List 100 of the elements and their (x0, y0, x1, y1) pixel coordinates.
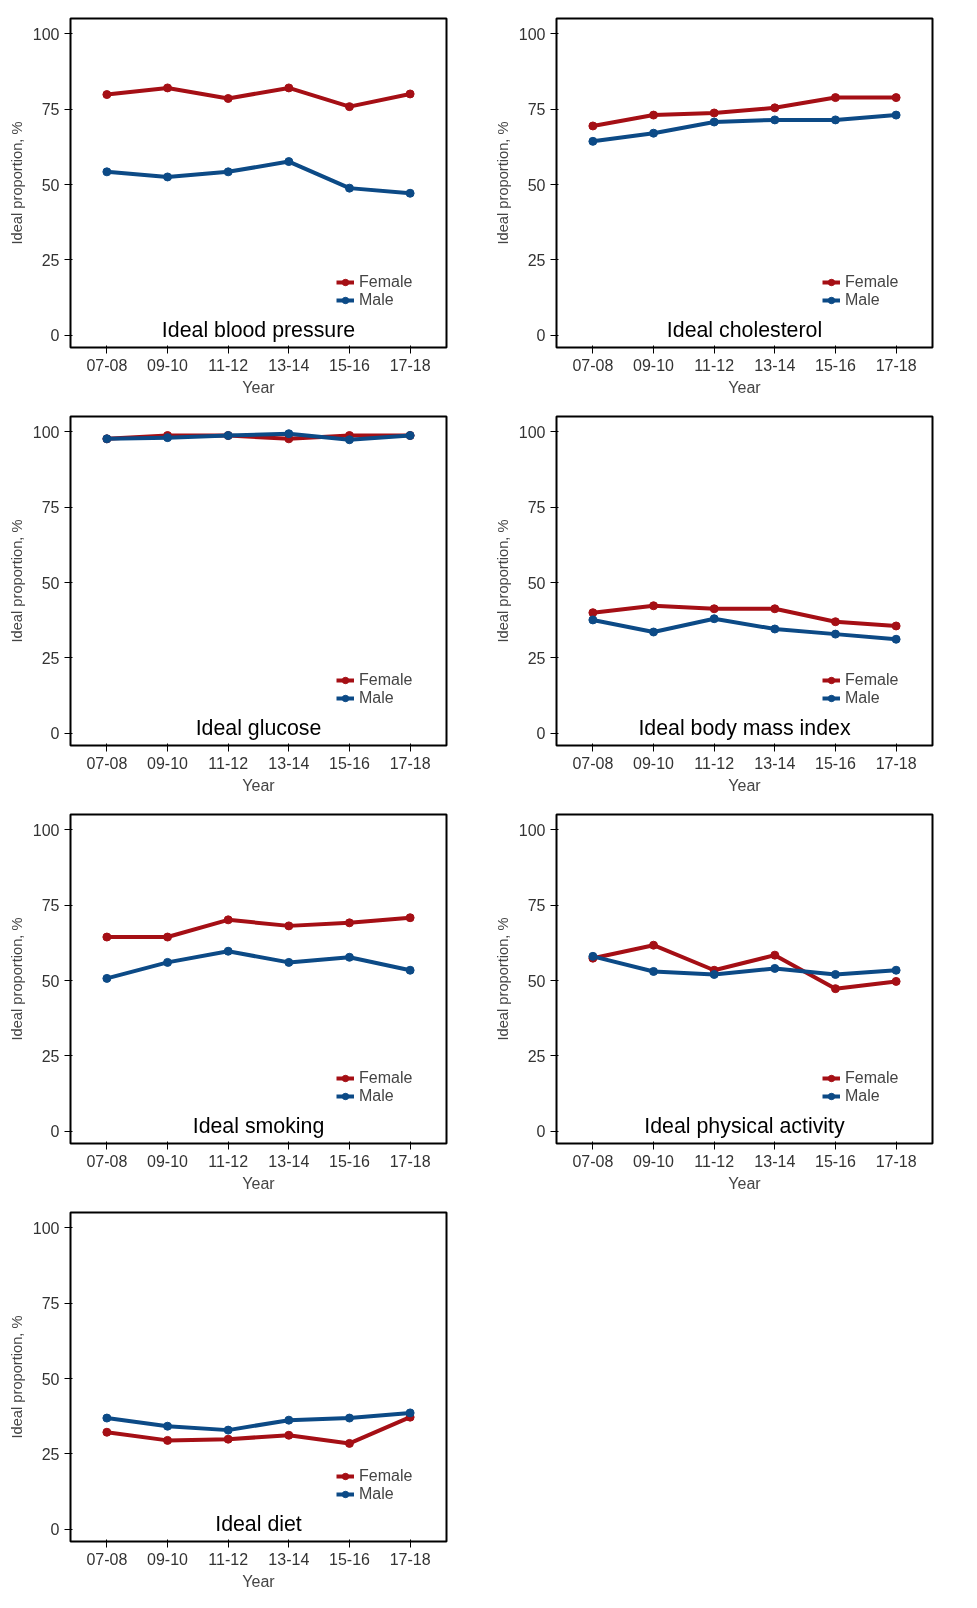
x-tick-label: 11-12 (208, 1550, 249, 1568)
y-tick-label: 100 (32, 423, 60, 441)
x-tick-label: 15-16 (329, 1152, 371, 1170)
y-tick-label: 100 (32, 1219, 60, 1237)
x-tick-label: 09-10 (147, 356, 189, 374)
y-tick-label: 100 (32, 25, 60, 43)
y-tick-label: 0 (50, 1123, 60, 1141)
x-tick-label: 11-12 (694, 356, 735, 374)
x-tick-label: 07-08 (86, 356, 128, 374)
legend-label: Female (359, 1069, 413, 1087)
x-tick-label: 07-08 (86, 1550, 128, 1568)
x-tick-label: 15-16 (815, 356, 857, 374)
y-tick-label: 25 (41, 1047, 60, 1065)
text: Ideal glucose (195, 715, 322, 740)
y-tick-label: 75 (41, 897, 60, 915)
x-tick-label: 11-12 (208, 754, 249, 772)
x-tick-label: 17-18 (875, 754, 917, 772)
x-tick-label: 07-08 (86, 754, 128, 772)
y-tick-label: 75 (41, 1295, 60, 1313)
text: Ideal diet (215, 1511, 302, 1536)
x-tick-label: 17-18 (875, 1152, 917, 1170)
text: Ideal blood pressure (161, 317, 356, 342)
y-axis-title: Ideal proportion, % (494, 917, 511, 1041)
text: Ideal cholesterol (666, 317, 823, 342)
y-axis-title: Ideal proportion, % (8, 1315, 25, 1439)
y-tick-label: 100 (518, 423, 546, 441)
x-tick-label: 07-08 (572, 1152, 614, 1170)
x-tick-label: 17-18 (875, 356, 917, 374)
x-tick-label: 13-14 (268, 754, 310, 772)
legend-label: Female (845, 273, 899, 291)
x-axis-title: Year (728, 1174, 762, 1192)
x-tick-label: 11-12 (694, 1152, 735, 1170)
x-tick-label: 11-12 (208, 1152, 249, 1170)
y-tick-label: 25 (41, 649, 60, 667)
x-tick-label: 17-18 (389, 1550, 431, 1568)
legend-label: Female (359, 273, 413, 291)
x-tick-label: 07-08 (86, 1152, 128, 1170)
x-tick-label: 15-16 (329, 356, 371, 374)
y-tick-label: 50 (41, 574, 60, 592)
x-tick-label: 09-10 (633, 754, 675, 772)
x-tick-label: 09-10 (633, 356, 675, 374)
x-tick-label: 09-10 (633, 1152, 675, 1170)
legend-label: Male (845, 689, 880, 707)
y-tick-label: 25 (41, 1445, 60, 1463)
x-tick-label: 13-14 (268, 1550, 310, 1568)
y-tick-label: 25 (527, 251, 546, 269)
x-tick-label: 15-16 (815, 1152, 857, 1170)
y-tick-label: 75 (527, 499, 546, 517)
x-axis-title: Year (242, 378, 276, 396)
y-tick-label: 100 (518, 25, 546, 43)
y-tick-label: 100 (518, 821, 546, 839)
x-tick-label: 17-18 (389, 754, 431, 772)
legend-label: Male (359, 689, 394, 707)
y-tick-label: 50 (527, 972, 546, 990)
text: Ideal body mass index (638, 715, 851, 740)
y-tick-label: 0 (536, 1123, 546, 1141)
legend-label: Male (359, 291, 394, 309)
y-tick-label: 100 (32, 821, 60, 839)
legend-label: Male (845, 291, 880, 309)
x-tick-label: 13-14 (754, 1152, 796, 1170)
x-tick-label: 13-14 (754, 356, 796, 374)
y-tick-label: 0 (50, 725, 60, 743)
x-tick-label: 15-16 (329, 754, 371, 772)
y-tick-label: 25 (41, 251, 60, 269)
x-tick-label: 15-16 (815, 754, 857, 772)
y-tick-label: 0 (536, 725, 546, 743)
y-axis-title: Ideal proportion, % (494, 519, 511, 643)
y-tick-label: 50 (41, 972, 60, 990)
x-tick-label: 17-18 (389, 356, 431, 374)
x-tick-label: 13-14 (754, 754, 796, 772)
y-axis-title: Ideal proportion, % (8, 917, 25, 1041)
y-tick-label: 0 (50, 327, 60, 345)
y-axis-title: Ideal proportion, % (494, 121, 511, 245)
x-tick-label: 09-10 (147, 1152, 189, 1170)
legend-label: Male (359, 1485, 394, 1503)
x-tick-label: 11-12 (208, 356, 249, 374)
x-tick-label: 13-14 (268, 1152, 310, 1170)
y-tick-label: 50 (527, 176, 546, 194)
y-tick-label: 50 (41, 1370, 60, 1388)
text: Ideal smoking (192, 1113, 325, 1138)
y-axis-title: Ideal proportion, % (8, 121, 25, 245)
text: Ideal physical activity (644, 1113, 845, 1138)
x-tick-label: 09-10 (147, 1550, 189, 1568)
y-axis-title: Ideal proportion, % (8, 519, 25, 643)
x-axis-title: Year (242, 1572, 276, 1590)
legend-label: Male (845, 1087, 880, 1105)
y-tick-label: 25 (527, 649, 546, 667)
y-tick-label: 50 (41, 176, 60, 194)
x-tick-label: 15-16 (329, 1550, 371, 1568)
legend-label: Female (359, 671, 413, 689)
legend-label: Male (359, 1087, 394, 1105)
x-tick-label: 09-10 (147, 754, 189, 772)
y-tick-label: 75 (41, 499, 60, 517)
x-axis-title: Year (242, 776, 276, 794)
legend-label: Female (845, 671, 899, 689)
x-tick-label: 07-08 (572, 356, 614, 374)
y-tick-label: 75 (41, 101, 60, 119)
x-axis-title: Year (242, 1174, 276, 1192)
x-tick-label: 11-12 (694, 754, 735, 772)
y-tick-label: 75 (527, 897, 546, 915)
